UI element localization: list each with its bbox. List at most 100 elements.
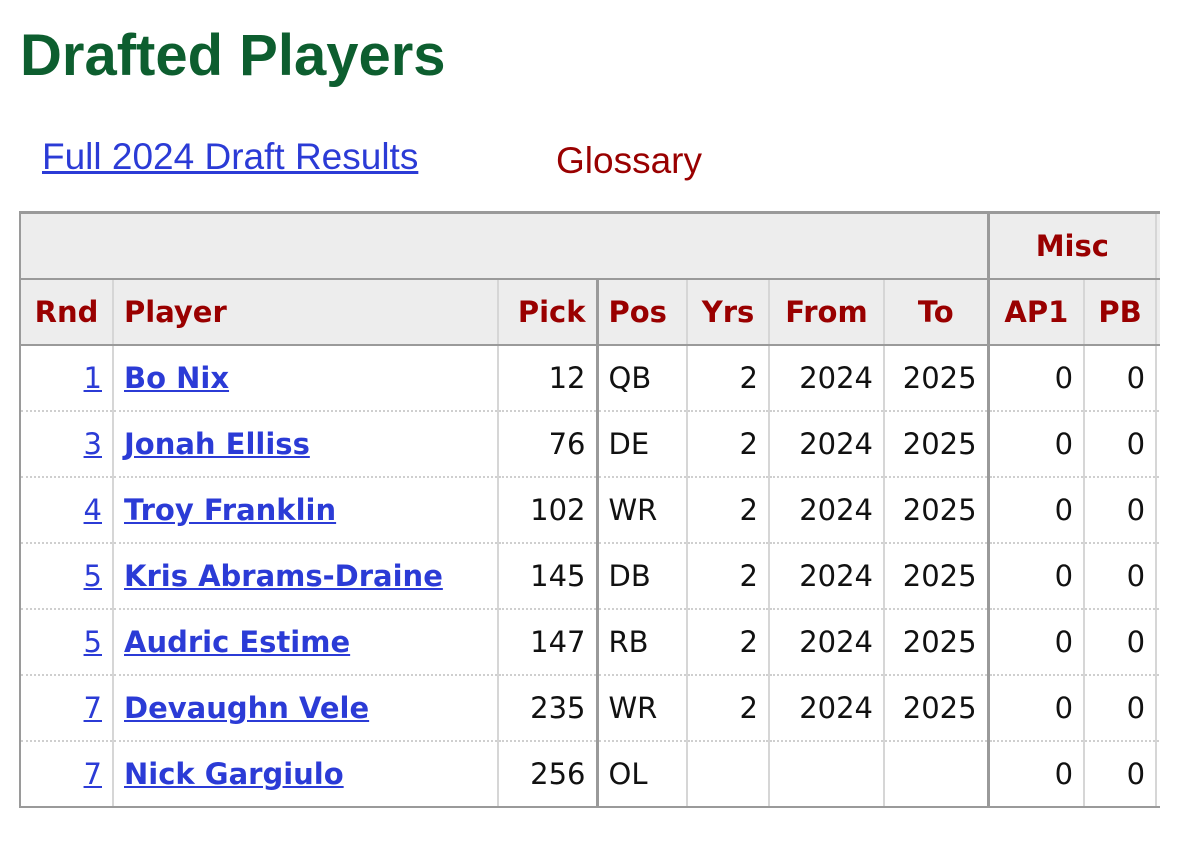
round-link[interactable]: 1 [83, 361, 102, 395]
cell: 2025 [882, 543, 989, 610]
player-row: 5 Kris Abrams-Draine 145 DB 2 2024 2025 0 0 [19, 543, 1160, 610]
round-link[interactable]: 7 [83, 757, 102, 791]
cell: 2 [686, 411, 769, 478]
cell: QB [595, 345, 687, 412]
cell: 2024 [768, 543, 884, 610]
player-row: 7 Nick Gargiulo 256 OL 0 0 [19, 741, 1160, 808]
cell: 256 [497, 741, 597, 808]
cell: DE [595, 411, 687, 478]
round-link[interactable]: 7 [83, 691, 102, 725]
column-header: Pos [595, 279, 687, 346]
over-header-row: Misc [19, 211, 1160, 280]
column-header: From [768, 279, 884, 346]
over-header-cell: Misc [986, 211, 1157, 280]
cell [1155, 345, 1160, 412]
cell: 0 [1083, 741, 1157, 808]
cell: 2 [686, 345, 769, 412]
cell: 2024 [768, 675, 884, 742]
column-header: PB [1083, 279, 1157, 346]
cell: 2 [686, 477, 769, 544]
cell: 0 [1083, 543, 1157, 610]
cell [1155, 477, 1160, 544]
cell [768, 741, 884, 808]
cell: 2 [686, 543, 769, 610]
player-link[interactable]: Audric Estime [124, 625, 351, 659]
player-row: 7 Devaughn Vele 235 WR 2 2024 2025 0 0 [19, 675, 1160, 742]
cell: 2024 [768, 345, 884, 412]
table-body: 1 Bo Nix 12 QB 2 2024 2025 0 0 3 Jonah Elliss 76 DE 2… [19, 345, 1160, 808]
cell: 7 [19, 741, 113, 808]
column-header: Yrs [686, 279, 769, 346]
header-row: Rnd Player Pick Pos Yrs From To AP1 PB [19, 279, 1160, 346]
player-link[interactable]: Devaughn Vele [124, 691, 370, 725]
cell: 0 [1083, 477, 1157, 544]
page-title: Drafted Players [20, 23, 446, 88]
cell: 2025 [882, 477, 989, 544]
player-link[interactable]: Jonah Elliss [124, 427, 310, 461]
cell: 145 [497, 543, 597, 610]
cell: 76 [497, 411, 597, 478]
cell: Bo Nix [112, 345, 498, 412]
cell: 5 [19, 543, 113, 610]
cell: Devaughn Vele [112, 675, 498, 742]
cell [1155, 543, 1160, 610]
cell [686, 741, 769, 808]
cell: Troy Franklin [112, 477, 498, 544]
column-header: Rnd [19, 279, 113, 346]
round-link[interactable]: 5 [83, 625, 102, 659]
player-link[interactable]: Kris Abrams-Draine [124, 559, 443, 593]
column-header: AP1 [986, 279, 1085, 346]
table-container: Misc Rnd Player Pick Pos Yrs From To AP1 PB 1 Bo … [19, 211, 1160, 811]
player-row: 3 Jonah Elliss 76 DE 2 2024 2025 0 0 [19, 411, 1160, 478]
cell: 147 [497, 609, 597, 676]
cell: Kris Abrams-Draine [112, 543, 498, 610]
column-header [1155, 279, 1160, 346]
cell: 12 [497, 345, 597, 412]
cell: 1 [19, 345, 113, 412]
cell: 2024 [768, 477, 884, 544]
cell: 235 [497, 675, 597, 742]
player-link[interactable]: Nick Gargiulo [124, 757, 344, 791]
cell: 3 [19, 411, 113, 478]
over-header-blank [19, 211, 989, 280]
cell: 0 [986, 675, 1085, 742]
player-row: 1 Bo Nix 12 QB 2 2024 2025 0 0 [19, 345, 1160, 412]
cell: 0 [986, 411, 1085, 478]
cell: 0 [1083, 345, 1157, 412]
cell: 102 [497, 477, 597, 544]
cell: 0 [986, 345, 1085, 412]
column-header: To [882, 279, 989, 346]
player-link[interactable]: Bo Nix [124, 361, 230, 395]
header-cell [1155, 211, 1160, 280]
cell: 0 [986, 543, 1085, 610]
round-link[interactable]: 4 [83, 493, 102, 527]
cell: 7 [19, 675, 113, 742]
cell: OL [595, 741, 687, 808]
column-header: Player [112, 279, 498, 346]
cell: 2025 [882, 411, 989, 478]
cell: RB [595, 609, 687, 676]
cell [1155, 675, 1160, 742]
cell: 2024 [768, 411, 884, 478]
cell [1155, 609, 1160, 676]
cell [882, 741, 989, 808]
glossary-link[interactable]: Glossary [556, 140, 702, 181]
draft-results-link[interactable]: Full 2024 Draft Results [42, 136, 419, 177]
round-link[interactable]: 5 [83, 559, 102, 593]
cell: 2 [686, 675, 769, 742]
cell: 0 [1083, 675, 1157, 742]
player-row: 5 Audric Estime 147 RB 2 2024 2025 0 0 [19, 609, 1160, 676]
player-link[interactable]: Troy Franklin [124, 493, 337, 527]
cell: 2025 [882, 609, 989, 676]
round-link[interactable]: 3 [83, 427, 102, 461]
cell: 2 [686, 609, 769, 676]
column-header: Pick [497, 279, 597, 346]
cell: 4 [19, 477, 113, 544]
cell: 2024 [768, 609, 884, 676]
cell: 5 [19, 609, 113, 676]
cell: Nick Gargiulo [112, 741, 498, 808]
cell: 0 [986, 741, 1085, 808]
cell: 2025 [882, 345, 989, 412]
cell: 0 [1083, 609, 1157, 676]
